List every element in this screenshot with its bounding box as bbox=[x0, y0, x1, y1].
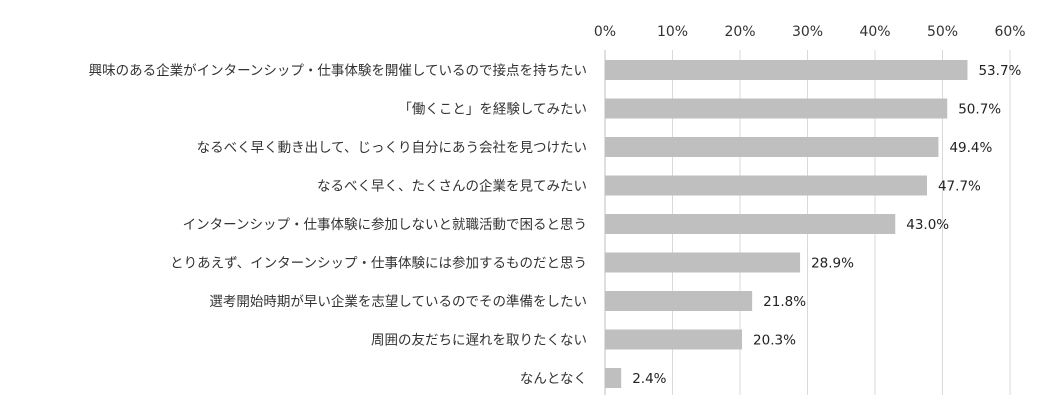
value-label: 2.4% bbox=[632, 371, 666, 387]
category-label: とりあえず、インターンシップ・仕事体験には参加するものだと思う bbox=[170, 255, 587, 272]
bar bbox=[605, 368, 621, 388]
bar bbox=[605, 176, 927, 196]
value-label: 28.9% bbox=[811, 256, 854, 272]
category-label: 興味のある企業がインターンシップ・仕事体験を開催しているので接点を持ちたい bbox=[89, 62, 587, 79]
category-label: なるべく早く、たくさんの企業を見てみたい bbox=[317, 178, 587, 195]
bar bbox=[605, 137, 938, 157]
x-tick-label: 10% bbox=[657, 24, 688, 40]
x-tick-label: 50% bbox=[927, 24, 958, 40]
x-tick-label: 0% bbox=[594, 24, 616, 40]
category-label: 「働くこと」を経験してみたい bbox=[398, 102, 587, 118]
category-labels: 興味のある企業がインターンシップ・仕事体験を開催しているので接点を持ちたい「働く… bbox=[89, 62, 587, 387]
value-label: 50.7% bbox=[958, 102, 1001, 118]
category-label: 周囲の友だちに遅れを取りたくない bbox=[371, 333, 587, 349]
x-tick-label: 20% bbox=[724, 24, 755, 40]
x-tick-label: 60% bbox=[994, 24, 1025, 40]
bar bbox=[605, 330, 742, 350]
value-label: 20.3% bbox=[753, 333, 796, 349]
value-label: 47.7% bbox=[938, 179, 981, 195]
x-tick-label: 40% bbox=[859, 24, 890, 40]
value-label: 21.8% bbox=[763, 294, 806, 310]
category-label: 選考開始時期が早い企業を志望しているのでその準備をしたい bbox=[209, 293, 587, 310]
category-label: なるべく早く動き出して、じっくり自分にあう会社を見つけたい bbox=[197, 140, 587, 156]
category-label: なんとなく bbox=[520, 371, 587, 387]
category-label: インターンシップ・仕事体験に参加しないと就職活動で困ると思う bbox=[183, 216, 587, 233]
bar bbox=[605, 253, 800, 273]
bar bbox=[605, 214, 895, 234]
bar bbox=[605, 291, 752, 311]
value-label: 43.0% bbox=[906, 217, 949, 233]
bar bbox=[605, 99, 947, 119]
bar bbox=[605, 60, 967, 80]
x-axis-tick-labels: 0% 10% 20% 30% 40% 50% 60% bbox=[594, 24, 1026, 40]
value-label: 53.7% bbox=[978, 63, 1021, 79]
x-tick-label: 30% bbox=[792, 24, 823, 40]
value-label: 49.4% bbox=[949, 140, 992, 156]
